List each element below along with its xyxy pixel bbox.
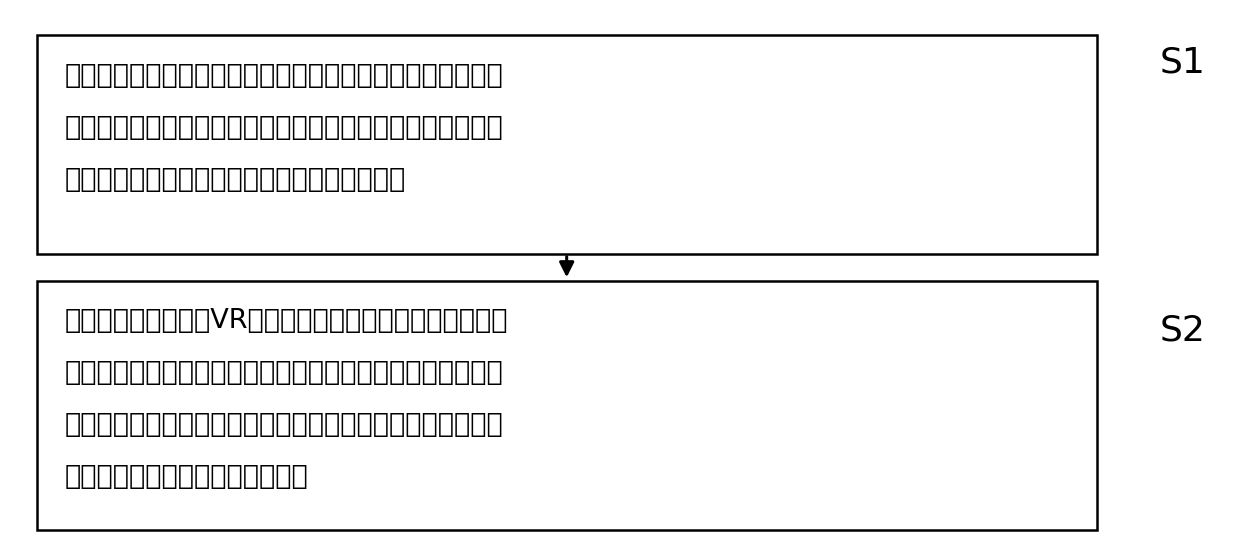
FancyBboxPatch shape xyxy=(37,35,1097,254)
Text: 效果和其焦虑水平，直至演讲结束: 效果和其焦虑水平，直至演讲结束 xyxy=(64,464,309,490)
FancyBboxPatch shape xyxy=(37,281,1097,530)
Text: S1: S1 xyxy=(1159,46,1205,80)
Text: 实时的焦虑水平数据，根据现实世界演讲者实时的焦虑水平数: 实时的焦虑水平数据，根据现实世界演讲者实时的焦虑水平数 xyxy=(64,360,503,387)
Text: 众中选取一个虚拟演讲场景及至少一个虚拟听众: 众中选取一个虚拟演讲场景及至少一个虚拟听众 xyxy=(64,167,405,193)
Text: 基于换脸技术及虚拟现实技术生成至少一个虚拟演讲场景及至: 基于换脸技术及虚拟现实技术生成至少一个虚拟演讲场景及至 xyxy=(64,63,503,89)
Text: S2: S2 xyxy=(1159,313,1205,347)
Text: 少一个虚拟听众，从至少一个虚拟演讲场景及至少一个虚拟听: 少一个虚拟听众，从至少一个虚拟演讲场景及至少一个虚拟听 xyxy=(64,115,503,141)
Text: 据，所述虚拟听众的姿势发生改变，以向演讲者实时反馈演讲: 据，所述虚拟听众的姿势发生改变，以向演讲者实时反馈演讲 xyxy=(64,412,503,438)
Text: 现实世界演讲者佩戴VR设备开始演讲，获取现实世界演讲者: 现实世界演讲者佩戴VR设备开始演讲，获取现实世界演讲者 xyxy=(64,308,508,335)
